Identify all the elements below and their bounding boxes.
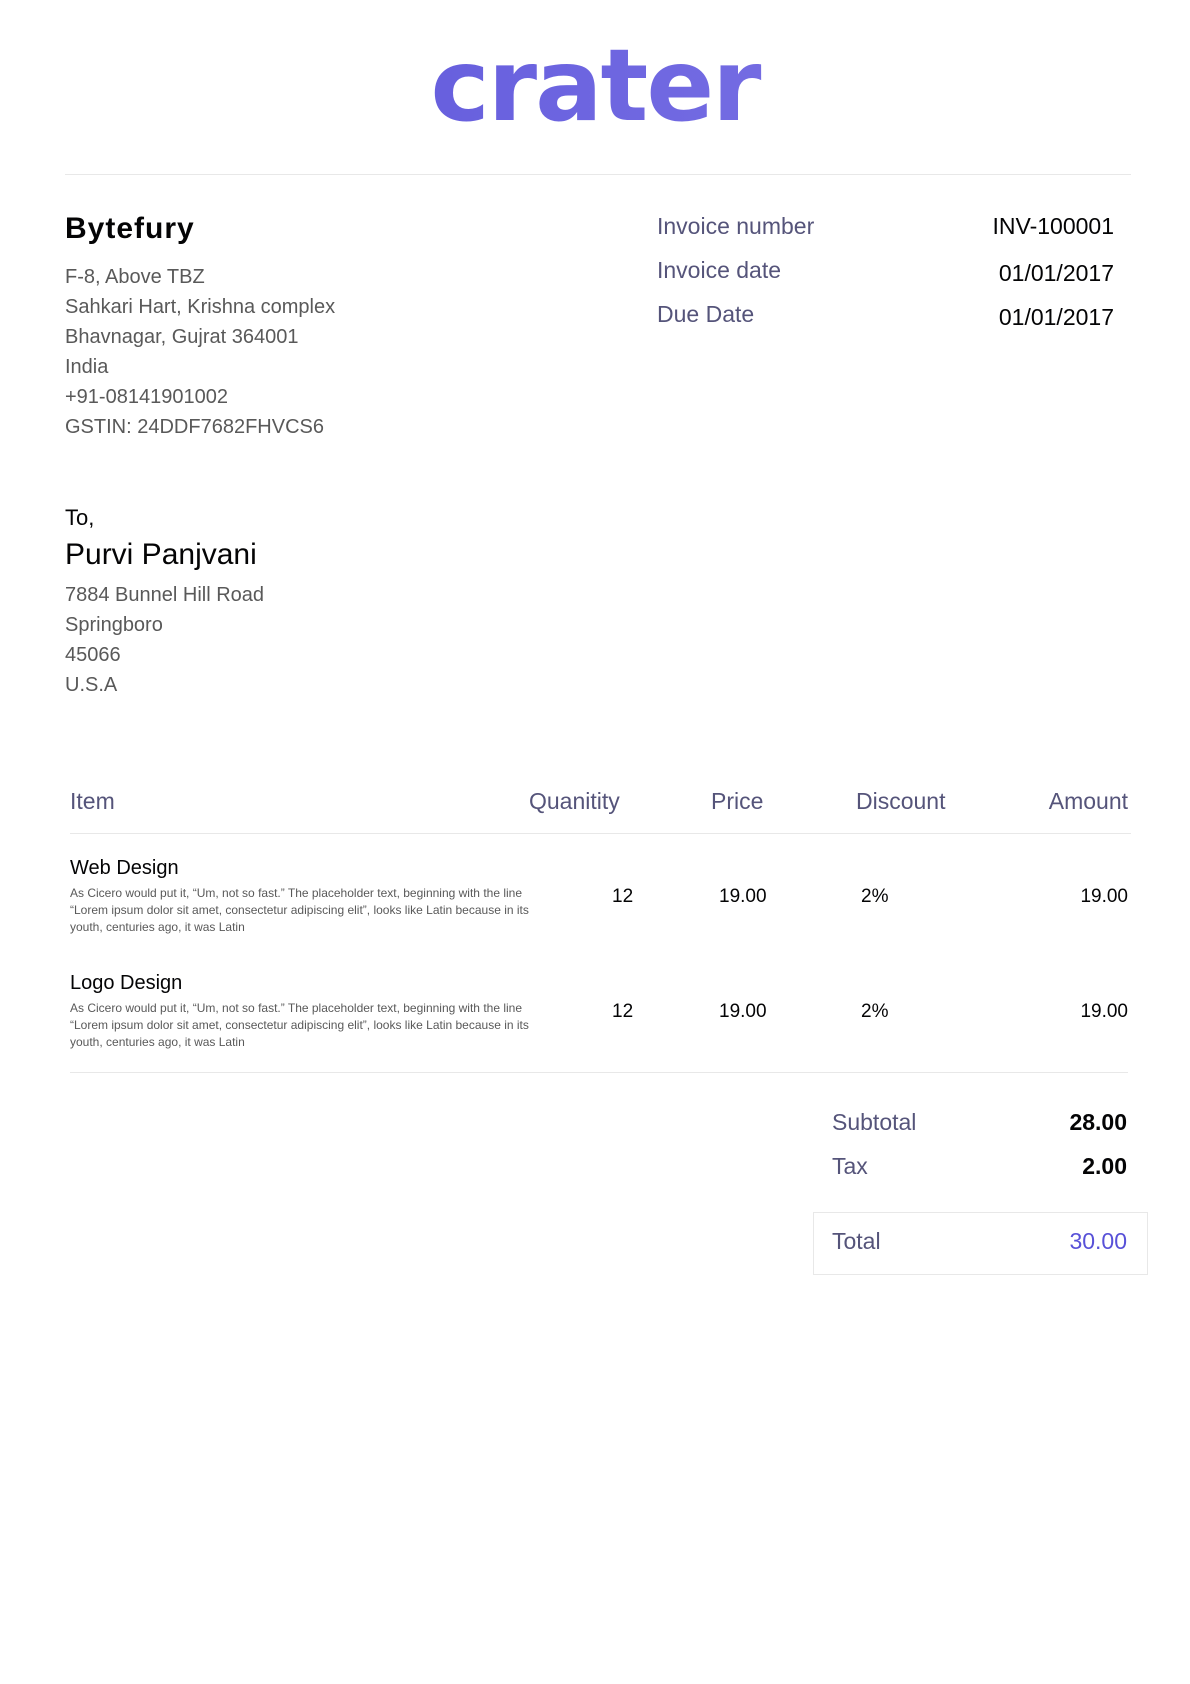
item-description: As Cicero would put it, “Um, not so fast…: [70, 886, 529, 934]
subtotal-label: Subtotal: [832, 1109, 917, 1135]
company-name: Bytefury: [65, 212, 195, 245]
company-address-line: Sahkari Hart, Krishna complex: [65, 296, 336, 318]
company-address-line: F-8, Above TBZ: [65, 266, 205, 288]
header-divider: [65, 174, 1131, 175]
table-header-divider: [70, 833, 1131, 834]
item-discount: 2%: [861, 1001, 889, 1022]
item-quantity: 12: [612, 886, 634, 907]
customer-name: Purvi Panjvani: [65, 538, 257, 571]
header-price: Price: [711, 788, 764, 814]
item-amount: 19.00: [1080, 1001, 1128, 1022]
tax-value: 2.00: [1082, 1153, 1127, 1179]
subtotal-value: 28.00: [1069, 1109, 1127, 1135]
invoice-date-value: 01/01/2017: [998, 260, 1114, 286]
header-amount: Amount: [1048, 788, 1128, 814]
item-price: 19.00: [719, 886, 767, 907]
header-quantity: Quanitity: [529, 788, 620, 814]
total-value: 30.00: [1069, 1228, 1127, 1254]
item-name: Logo Design: [70, 972, 183, 994]
crater-logo: crater: [0, 36, 1190, 136]
table-footer-divider: [70, 1072, 1128, 1073]
customer-address-line: Springboro: [65, 614, 163, 636]
invoice-number-value: INV-100001: [992, 213, 1114, 239]
due-date-label: Due Date: [657, 301, 755, 327]
invoice-date-label: Invoice date: [657, 257, 782, 283]
header-discount: Discount: [856, 788, 946, 814]
header-item: Item: [70, 788, 115, 814]
company-address-line: Bhavnagar, Gujrat 364001: [65, 326, 299, 348]
to-label: To,: [65, 505, 95, 530]
invoice-number-label: Invoice number: [657, 213, 815, 239]
item-amount: 19.00: [1080, 886, 1128, 907]
due-date-value: 01/01/2017: [998, 304, 1114, 330]
item-price: 19.00: [719, 1001, 767, 1022]
company-address-line: India: [65, 356, 109, 378]
customer-address-line: 45066: [65, 644, 121, 666]
tax-label: Tax: [832, 1153, 868, 1179]
item-description: As Cicero would put it, “Um, not so fast…: [70, 1001, 529, 1049]
total-box: [813, 1212, 1148, 1275]
customer-address-line: 7884 Bunnel Hill Road: [65, 584, 265, 606]
customer-address-line: U.S.A: [65, 674, 118, 696]
item-discount: 2%: [861, 886, 889, 907]
total-label: Total: [832, 1228, 881, 1254]
item-quantity: 12: [612, 1001, 634, 1022]
item-name: Web Design: [70, 857, 179, 879]
company-gstin: GSTIN: 24DDF7682FHVCS6: [65, 416, 324, 438]
company-phone: +91-08141901002: [65, 386, 228, 408]
